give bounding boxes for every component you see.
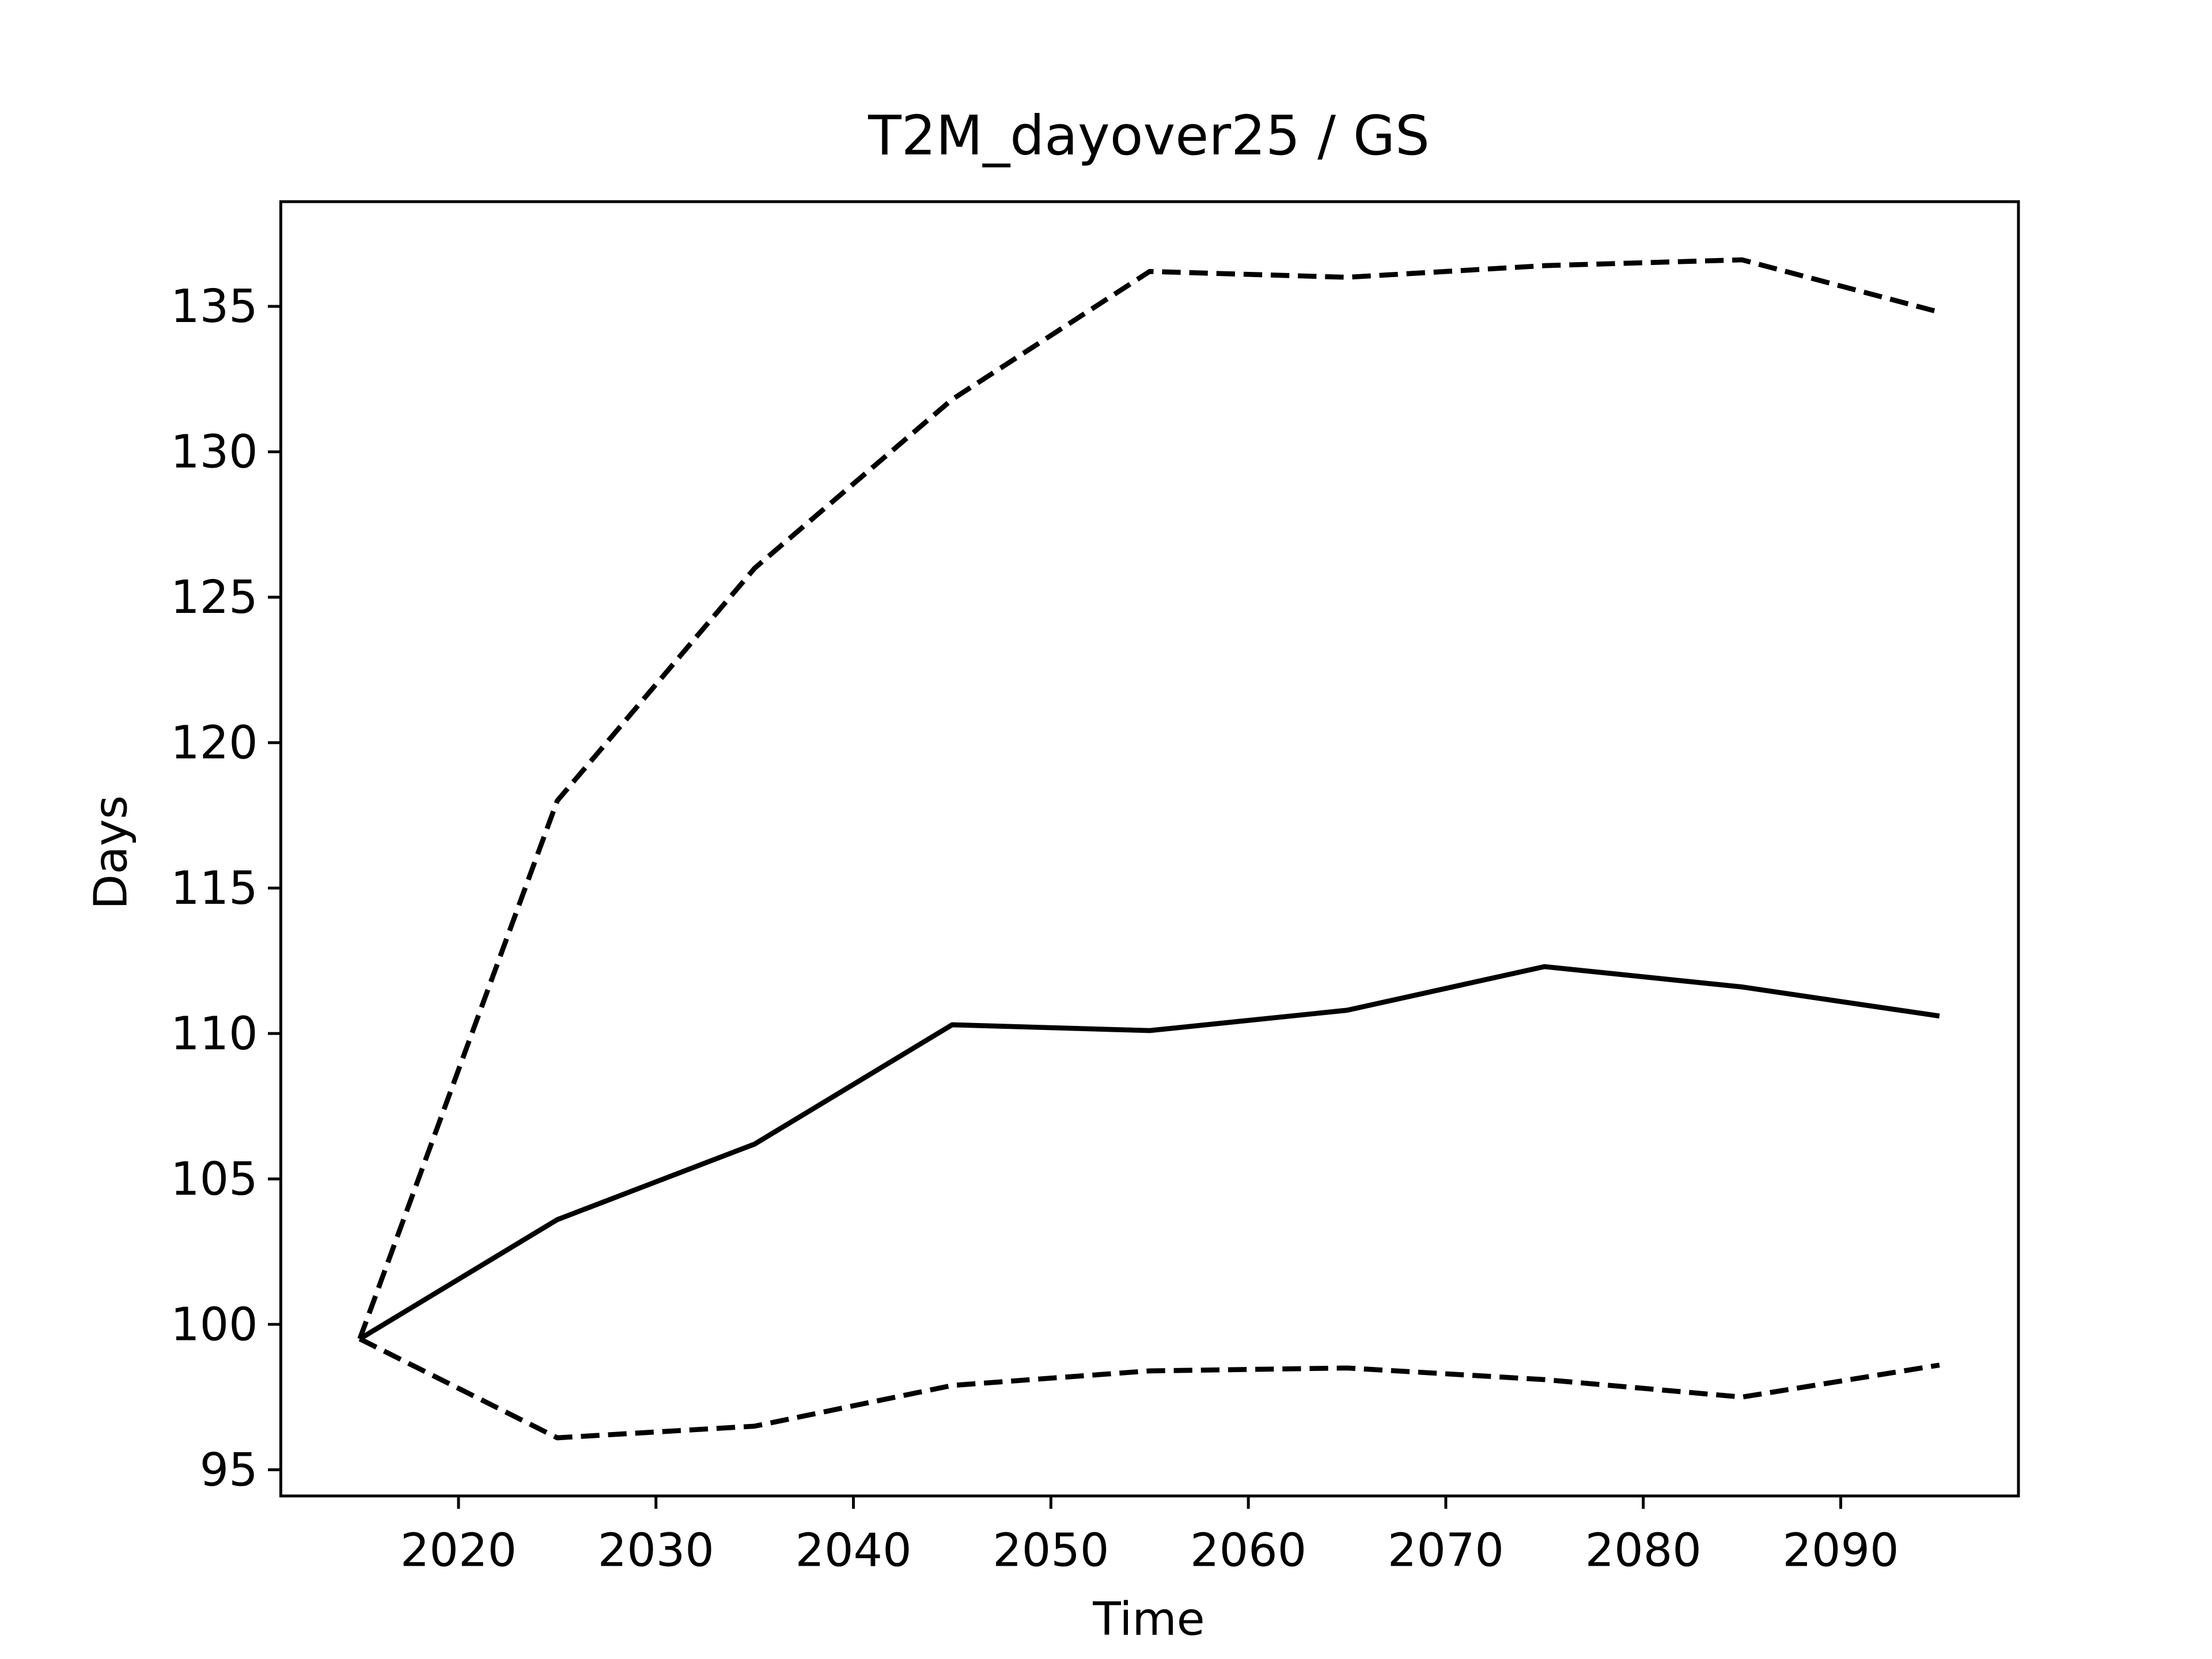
x-tick-label: 2030 (598, 1524, 714, 1577)
y-tick-label: 115 (171, 861, 258, 915)
y-tick-label: 95 (200, 1443, 258, 1497)
plot-frame (279, 200, 2020, 1498)
x-tick-label: 2080 (1585, 1524, 1702, 1577)
x-axis-label: Time (1092, 1592, 1205, 1646)
series-line (358, 964, 1940, 1342)
x-tick-label: 2040 (795, 1524, 911, 1577)
y-tick-label: 110 (171, 1006, 258, 1060)
x-tick-label: 2090 (1782, 1524, 1899, 1577)
x-tick-label: 2060 (1190, 1524, 1306, 1577)
x-tick-label: 2070 (1388, 1524, 1504, 1577)
y-tick-label: 125 (171, 570, 258, 624)
y-tick-label: 105 (171, 1152, 258, 1206)
series-line (357, 257, 1940, 1340)
x-tick-label: 2020 (400, 1524, 517, 1577)
chart-title: T2M_dayover25 / GS (868, 104, 1430, 168)
y-axis-label: Days (84, 796, 137, 910)
y-tick-label: 135 (171, 279, 258, 333)
y-tick-label: 130 (171, 425, 258, 479)
y-tick-label: 100 (171, 1297, 258, 1351)
x-tick-label: 2050 (993, 1524, 1109, 1577)
y-tick-label: 120 (171, 716, 258, 770)
series-line (358, 1336, 1940, 1441)
